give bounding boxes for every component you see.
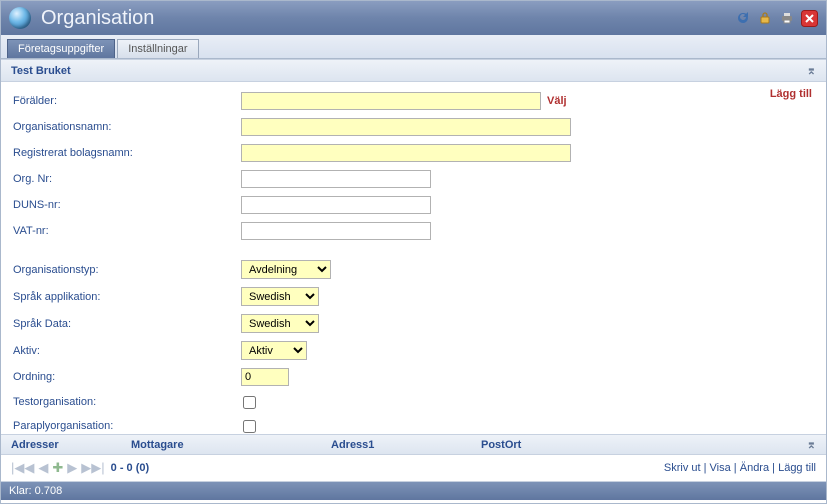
input-duns[interactable]	[241, 196, 431, 214]
label-umbrella: Paraplyorganisation:	[11, 420, 241, 432]
pager-buttons: |◀◀ ◀ ✚ ▶ ▶▶|	[11, 460, 105, 476]
pager-first-icon[interactable]: |◀◀	[11, 460, 34, 476]
window-titlebar: Organisation	[1, 1, 826, 35]
select-datalang[interactable]: Swedish	[241, 314, 319, 333]
label-orgname: Organisationsnamn:	[11, 121, 241, 133]
section-title: Test Bruket	[11, 65, 71, 77]
pick-parent-link[interactable]: Välj	[547, 95, 567, 107]
page-title: Organisation	[41, 7, 734, 30]
pager-prev-icon[interactable]: ◀	[38, 460, 48, 476]
label-active: Aktiv:	[11, 345, 241, 357]
label-order: Ordning:	[11, 371, 241, 383]
row-regname: Registrerat bolagsnamn:	[11, 140, 816, 166]
row-parent: Förälder: Välj	[11, 88, 816, 114]
select-active[interactable]: Aktiv	[241, 341, 307, 360]
row-orgnr: Org. Nr:	[11, 166, 816, 192]
pager-next-icon[interactable]: ▶	[67, 460, 77, 476]
row-orgname: Organisationsnamn:	[11, 114, 816, 140]
row-datalang: Språk Data: Swedish	[11, 310, 816, 337]
add-link[interactable]: Lägg till	[770, 88, 812, 100]
label-testorg: Testorganisation:	[11, 396, 241, 408]
status-bar: Klar: 0.708	[1, 482, 826, 500]
grid-header: Adresser Mottagare Adress1 PostOrt ⌆	[1, 434, 826, 455]
input-orgname[interactable]	[241, 118, 571, 136]
action-show[interactable]: Visa	[710, 462, 731, 474]
select-orgtype[interactable]: Avdelning	[241, 260, 331, 279]
pager-range: 0 - 0 (0)	[111, 462, 150, 474]
row-orgtype: Organisationstyp: Avdelning	[11, 256, 816, 283]
close-icon[interactable]	[800, 9, 818, 27]
input-vat[interactable]	[241, 222, 431, 240]
row-active: Aktiv: Aktiv	[11, 337, 816, 364]
form-area: Lägg till Förälder: Välj Organisationsna…	[1, 82, 826, 434]
row-vat: VAT-nr:	[11, 218, 816, 244]
label-vat: VAT-nr:	[11, 225, 241, 237]
pager-last-icon[interactable]: ▶▶|	[81, 460, 104, 476]
pager-add-icon[interactable]: ✚	[52, 460, 63, 476]
label-applang: Språk applikation:	[11, 291, 241, 303]
action-print[interactable]: Skriv ut	[664, 462, 701, 474]
status-text: Klar: 0.708	[9, 485, 62, 497]
collapse-icon[interactable]: ⌆	[807, 64, 816, 77]
label-orgtype: Organisationstyp:	[11, 264, 241, 276]
label-datalang: Språk Data:	[11, 318, 241, 330]
row-applang: Språk applikation: Swedish	[11, 283, 816, 310]
checkbox-testorg[interactable]	[243, 396, 256, 409]
row-duns: DUNS-nr:	[11, 192, 816, 218]
action-edit[interactable]: Ändra	[740, 462, 769, 474]
section-header: Test Bruket ⌆	[1, 59, 826, 82]
refresh-icon[interactable]	[734, 9, 752, 27]
label-parent: Förälder:	[11, 95, 241, 107]
col-recipient[interactable]: Mottagare	[131, 439, 331, 451]
checkbox-umbrella[interactable]	[243, 420, 256, 433]
titlebar-actions	[734, 9, 818, 27]
lock-icon[interactable]	[756, 9, 774, 27]
col-address1[interactable]: Adress1	[331, 439, 481, 451]
col-postort[interactable]: PostOrt	[481, 439, 601, 451]
col-addresses[interactable]: Adresser	[11, 439, 131, 451]
tab-company-info[interactable]: Företagsuppgifter	[7, 39, 115, 58]
input-order[interactable]	[241, 368, 289, 386]
row-order: Ordning:	[11, 364, 816, 390]
label-duns: DUNS-nr:	[11, 199, 241, 211]
select-applang[interactable]: Swedish	[241, 287, 319, 306]
row-testorg: Testorganisation:	[11, 390, 816, 414]
globe-icon	[9, 7, 31, 29]
pager-row: |◀◀ ◀ ✚ ▶ ▶▶| 0 - 0 (0) Skriv ut | Visa …	[1, 455, 826, 482]
grid-collapse-icon[interactable]: ⌆	[807, 438, 816, 451]
tab-settings[interactable]: Inställningar	[117, 39, 198, 58]
input-parent[interactable]	[241, 92, 541, 110]
row-umbrella: Paraplyorganisation:	[11, 414, 816, 434]
label-orgnr: Org. Nr:	[11, 173, 241, 185]
input-orgnr[interactable]	[241, 170, 431, 188]
input-regname[interactable]	[241, 144, 571, 162]
tab-bar: Företagsuppgifter Inställningar	[1, 35, 826, 59]
label-regname: Registrerat bolagsnamn:	[11, 147, 241, 159]
print-icon[interactable]	[778, 9, 796, 27]
action-add[interactable]: Lägg till	[778, 462, 816, 474]
grid-actions: Skriv ut | Visa | Ändra | Lägg till	[664, 462, 816, 474]
